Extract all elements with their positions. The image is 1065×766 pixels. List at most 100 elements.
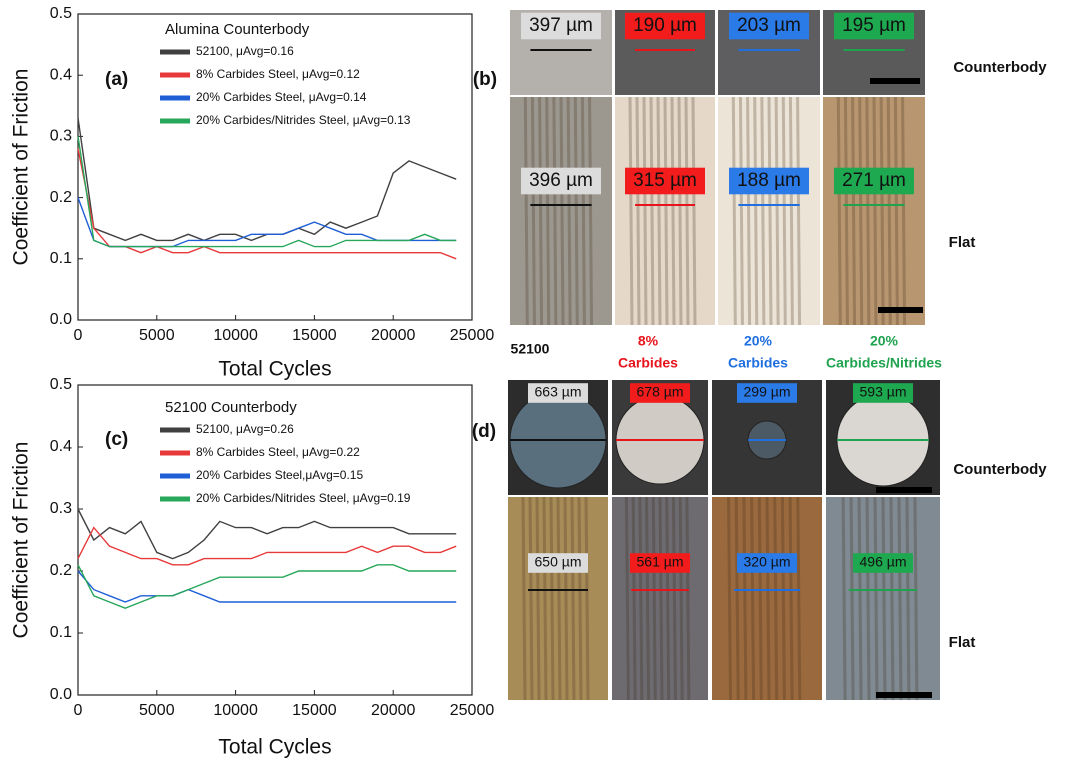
wear-track-stripe: [580, 96, 586, 326]
wear-track-stripe: [753, 96, 759, 326]
series-line: [77, 526, 457, 566]
wear-track-stripe: [577, 496, 583, 701]
wear-track-stripe: [651, 496, 657, 701]
scale-bar: [870, 78, 920, 84]
wear-track-stripe: [624, 496, 630, 701]
wear-track-stripe: [638, 496, 644, 701]
wear-track-stripe: [836, 96, 842, 326]
wear-track-stripe: [584, 496, 590, 701]
measure-label: 397 µm: [529, 15, 593, 36]
micrograph: [508, 497, 608, 700]
measure-label-bg: [834, 167, 914, 195]
wear-track-stripe: [645, 496, 651, 701]
wear-track-stripe: [535, 496, 541, 701]
wear-track-stripe: [796, 496, 802, 701]
wear-track-stripe: [677, 96, 683, 326]
micrograph: [612, 497, 708, 700]
wear-track-stripe: [886, 96, 892, 326]
measure-label: 663 µm: [535, 384, 582, 400]
wear-track-stripe: [631, 496, 637, 701]
wear-track-stripe: [549, 496, 555, 701]
wear-track-stripe: [738, 96, 744, 326]
series-line: [77, 117, 457, 242]
measure-label-bg: [737, 383, 797, 403]
y-tick-label: 0.3: [50, 128, 72, 145]
wear-track-stripe: [901, 96, 907, 326]
y-tick-label: 0.0: [50, 311, 72, 328]
wear-track-stripe: [530, 96, 536, 326]
sample-label: 20%: [744, 333, 773, 349]
panel-label: (c): [105, 429, 128, 450]
wear-track-stripe: [731, 96, 737, 326]
wear-track-stripe: [628, 96, 634, 326]
wear-track-stripe: [889, 496, 895, 701]
measure-label: 320 µm: [744, 554, 791, 570]
measure-label: 396 µm: [529, 170, 593, 191]
micrograph: [712, 497, 822, 700]
wear-track-stripe: [841, 496, 847, 701]
wear-track-stripe: [734, 496, 740, 701]
wear-track-stripe: [858, 96, 864, 326]
row-label: Counterbody: [953, 59, 1047, 76]
x-tick-label: 0: [74, 702, 83, 719]
wear-track-stripe: [879, 96, 885, 326]
series-line: [77, 136, 457, 248]
row-label: Counterbody: [953, 461, 1047, 478]
wear-track-stripe: [684, 96, 690, 326]
row-label: Flat: [949, 634, 976, 651]
x-tick-label: 25000: [450, 702, 495, 719]
sample-label: Carbides: [728, 355, 788, 371]
wear-track-stripe: [542, 496, 548, 701]
wear-track-stripe: [897, 496, 903, 701]
measure-label-bg: [834, 12, 914, 40]
wear-track-stripe: [691, 96, 697, 326]
wear-track-stripe: [857, 496, 863, 701]
sample-label: 20%: [870, 333, 899, 349]
measure-label: 188 µm: [737, 170, 801, 191]
wear-track-stripe: [521, 496, 527, 701]
panel-label: (d): [472, 421, 496, 442]
x-tick-label: 10000: [213, 702, 258, 719]
measure-label: 315 µm: [633, 170, 697, 191]
wear-track-stripe: [849, 496, 855, 701]
y-tick-label: 0.3: [50, 500, 72, 517]
measure-label: 299 µm: [744, 384, 791, 400]
wear-track-stripe: [563, 496, 569, 701]
wear-track-stripe: [523, 96, 529, 326]
scale-bar: [878, 307, 923, 313]
wear-track-stripe: [881, 496, 887, 701]
measure-label: 678 µm: [637, 384, 684, 400]
series-line: [77, 197, 457, 248]
measure-label-bg: [528, 383, 588, 403]
wear-track-stripe: [538, 96, 544, 326]
wear-track-stripe: [788, 96, 794, 326]
wear-track-stripe: [796, 96, 802, 326]
wear-track-stripe: [765, 496, 771, 701]
x-tick-label: 5000: [139, 327, 175, 344]
measure-label-bg: [630, 383, 690, 403]
wear-track-stripe: [570, 496, 576, 701]
legend-entry: 8% Carbides Steel, μAvg=0.12: [196, 67, 360, 81]
y-tick-label: 0.2: [50, 189, 72, 206]
wear-track-stripe: [635, 96, 641, 326]
wear-track-stripe: [727, 496, 732, 701]
measure-label-bg: [630, 553, 690, 573]
plot-frame: [77, 13, 473, 321]
wear-track-stripe: [742, 496, 748, 701]
x-tick-label: 25000: [450, 327, 495, 344]
wear-track-stripe: [893, 96, 899, 326]
y-tick-label: 0.4: [50, 66, 72, 83]
wear-track-stripe: [780, 496, 786, 701]
wear-track-stripe: [663, 96, 669, 326]
wear-track-stripe: [750, 496, 756, 701]
y-tick-label: 0.1: [50, 250, 72, 267]
wear-track-stripe: [872, 96, 878, 326]
x-tick-label: 10000: [213, 327, 258, 344]
series-line: [77, 148, 457, 260]
y-tick-label: 0.1: [50, 624, 72, 641]
wear-track-stripe: [573, 96, 579, 326]
wear-track-stripe: [552, 96, 558, 326]
measure-label: 496 µm: [860, 554, 907, 570]
y-axis-label: Coefficient of Friction: [10, 442, 33, 639]
